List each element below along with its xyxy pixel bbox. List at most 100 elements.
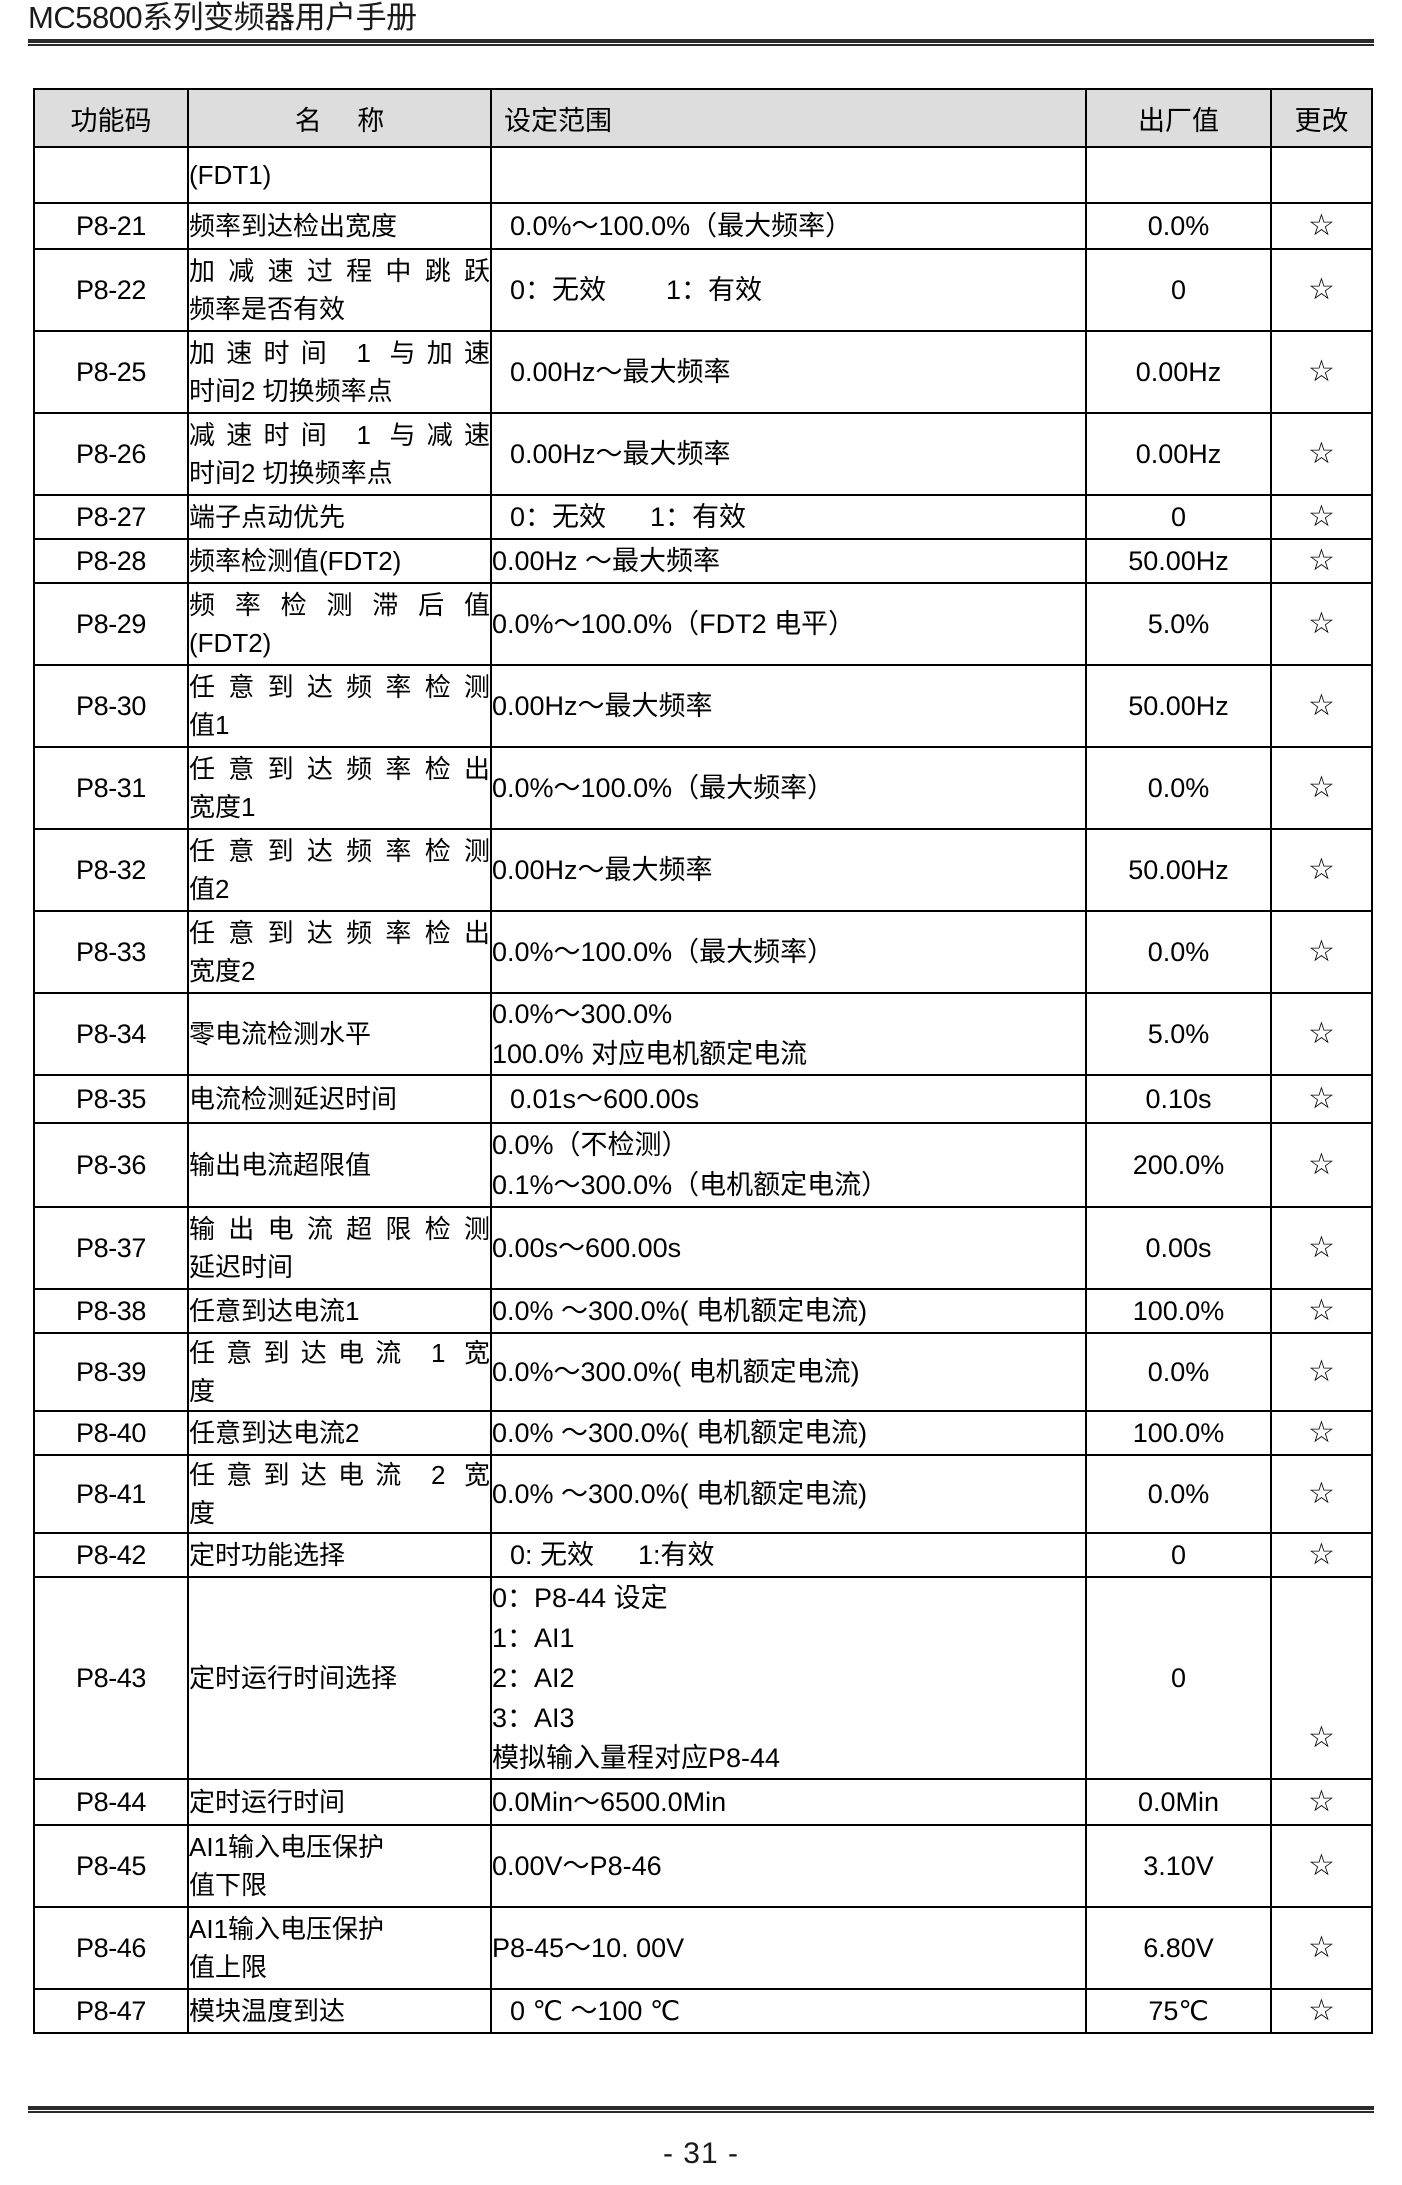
cell-default: 5.0%: [1085, 992, 1272, 1076]
table-row: P8-40 任意到达电流2 0.0% ～300.0%( 电机额定电流) 100.…: [33, 1410, 1373, 1456]
cell-range: 0：无效 1：有效: [490, 494, 1087, 540]
star-icon: ☆: [1308, 852, 1335, 886]
cell-name: 任意到达频率检出 宽度1: [187, 746, 492, 830]
cell-name: 任意到达频率检出 宽度2: [187, 910, 492, 994]
cell-change: ☆: [1270, 412, 1373, 496]
cell-code: P8-35: [33, 1074, 189, 1124]
cell-range-line1: 0.0%（不检测）: [492, 1130, 689, 1160]
cell-default: 0: [1085, 494, 1272, 540]
column-header-change: 更改: [1270, 88, 1373, 148]
cell-code: P8-39: [33, 1332, 189, 1412]
star-icon: ☆: [1308, 1848, 1335, 1882]
table-body: (FDT1) P8-21 频率到达检出宽度 0.0%～100.0%（最大频率） …: [33, 146, 1373, 2034]
star-icon: ☆: [1308, 436, 1335, 470]
table-header-row: 功能码 名 称 设定范围 出厂值 更改: [33, 88, 1373, 148]
cell-name: 减速时间 1 与减速 时间2 切换频率点: [187, 412, 492, 496]
cell-range: 0.00Hz～最大频率: [490, 412, 1087, 496]
cell-range: 0 ℃ ～100 ℃: [490, 1988, 1087, 2034]
star-icon: ☆: [1308, 499, 1335, 533]
cell-range-line2: 0.1%～300.0%（电机额定电流）: [492, 1170, 889, 1200]
cell-range: 0.0% ～300.0%( 电机额定电流): [490, 1454, 1087, 1534]
cell-change: ☆: [1270, 992, 1373, 1076]
star-icon: ☆: [1308, 1784, 1335, 1818]
cell-default: 0.0%: [1085, 746, 1272, 830]
cell-change: ☆: [1270, 1410, 1373, 1456]
cell-name-line2: 延迟时间: [189, 1252, 294, 1282]
cell-name: 任意到达电流2: [187, 1410, 492, 1456]
cell-name-line1: 任意到达电流 2 宽: [189, 1460, 490, 1490]
cell-code: P8-34: [33, 992, 189, 1076]
cell-name-line2: 值2: [189, 874, 230, 904]
cell-change: ☆: [1270, 538, 1373, 584]
parameter-table-container: 功能码 名 称 设定范围 出厂值 更改 (FDT1) P8-21 频率到达检出宽…: [33, 88, 1373, 2034]
cell-range-a: 0: 无效: [510, 1540, 595, 1570]
star-icon: ☆: [1308, 1415, 1335, 1449]
cell-range: 0.0%～100.0%（最大频率）: [490, 910, 1087, 994]
cell-name-line2: 时间2 切换频率点: [189, 458, 393, 488]
table-row: P8-30 任意到达频率检测 值1 0.00Hz～最大频率 50.00Hz ☆: [33, 664, 1373, 748]
cell-default: 100.0%: [1085, 1410, 1272, 1456]
cell-name: 任意到达电流 1 宽 度: [187, 1332, 492, 1412]
cell-code: P8-31: [33, 746, 189, 830]
cell-code: P8-33: [33, 910, 189, 994]
cell-name: 频 率 检 测 滞 后 值 (FDT2): [187, 582, 492, 666]
cell-code: P8-22: [33, 248, 189, 332]
page-header: MC5800系列变频器用户手册: [28, 0, 1374, 44]
cell-default: 50.00Hz: [1085, 664, 1272, 748]
cell-default: 0: [1085, 1576, 1272, 1780]
table-row: P8-42 定时功能选择 0: 无效 1:有效 0 ☆: [33, 1532, 1373, 1578]
table-row: P8-32 任意到达频率检测 值2 0.00Hz～最大频率 50.00Hz ☆: [33, 828, 1373, 912]
cell-code: P8-28: [33, 538, 189, 584]
cell-range: 0.00Hz～最大频率: [490, 828, 1087, 912]
cell-range-line2: 100.0% 对应电机额定电流: [492, 1039, 808, 1069]
cell-code: P8-21: [33, 202, 189, 250]
cell-range: P8-45～10. 00V: [490, 1906, 1087, 1990]
cell-code: P8-37: [33, 1206, 189, 1290]
cell-change: ☆: [1270, 330, 1373, 414]
table-row: P8-33 任意到达频率检出 宽度2 0.0%～100.0%（最大频率） 0.0…: [33, 910, 1373, 994]
cell-name-line2: 值1: [189, 710, 230, 740]
cell-range: 0.00s～600.00s: [490, 1206, 1087, 1290]
cell-default: 75℃: [1085, 1988, 1272, 2034]
column-header-code: 功能码: [33, 88, 189, 148]
cell-change: ☆: [1270, 1288, 1373, 1334]
cell-range: 0.0%（不检测） 0.1%～300.0%（电机额定电流）: [490, 1122, 1087, 1208]
cell-code: P8-30: [33, 664, 189, 748]
cell-default: 6.80V: [1085, 1906, 1272, 1990]
cell-name: 模块温度到达: [187, 1988, 492, 2034]
table-row: P8-43 定时运行时间选择 0：P8-44 设定 1：AI1 2：AI2 3：…: [33, 1576, 1373, 1780]
table-row: P8-41 任意到达电流 2 宽 度 0.0% ～300.0%( 电机额定电流)…: [33, 1454, 1373, 1534]
cell-name: 端子点动优先: [187, 494, 492, 540]
table-row: P8-36 输出电流超限值 0.0%（不检测） 0.1%～300.0%（电机额定…: [33, 1122, 1373, 1208]
table-row: (FDT1): [33, 146, 1373, 204]
cell-default: 200.0%: [1085, 1122, 1272, 1208]
table-row: P8-25 加速时间 1 与加速 时间2 切换频率点 0.00Hz～最大频率 0…: [33, 330, 1373, 414]
cell-range-line1: 0.0%～300.0%: [492, 999, 673, 1029]
cell-code: P8-27: [33, 494, 189, 540]
star-icon: ☆: [1308, 1993, 1335, 2027]
cell-range: 0：无效 1：有效: [490, 248, 1087, 332]
star-icon: ☆: [1308, 1147, 1335, 1181]
cell-name-line2: 时间2 切换频率点: [189, 376, 393, 406]
cell-change: ☆: [1270, 1906, 1373, 1990]
cell-code: P8-25: [33, 330, 189, 414]
star-icon: ☆: [1308, 1930, 1335, 1964]
table-row: P8-47 模块温度到达 0 ℃ ～100 ℃ 75℃ ☆: [33, 1988, 1373, 2034]
cell-change: ☆: [1270, 1988, 1373, 2034]
star-icon: ☆: [1308, 688, 1335, 722]
cell-code: P8-47: [33, 1988, 189, 2034]
cell-change: ☆: [1270, 1778, 1373, 1826]
cell-range: 0.01s～600.00s: [490, 1074, 1087, 1124]
cell-default: 100.0%: [1085, 1288, 1272, 1334]
cell-range-option-1: 1：AI1: [492, 1623, 575, 1653]
cell-name: 频率到达检出宽度: [187, 202, 492, 250]
page-footer: - 31 -: [28, 2106, 1374, 2171]
cell-name: 定时功能选择: [187, 1532, 492, 1578]
cell-name: 定时运行时间: [187, 1778, 492, 1826]
cell-range: 0.0% ～300.0%( 电机额定电流): [490, 1288, 1087, 1334]
table-row: P8-29 频 率 检 测 滞 后 值 (FDT2) 0.0%～100.0%（F…: [33, 582, 1373, 666]
cell-name-line2: 度: [189, 1376, 216, 1406]
cell-default: 0.0%: [1085, 202, 1272, 250]
cell-name: 输出电流超限值: [187, 1122, 492, 1208]
star-icon: ☆: [1308, 543, 1335, 577]
